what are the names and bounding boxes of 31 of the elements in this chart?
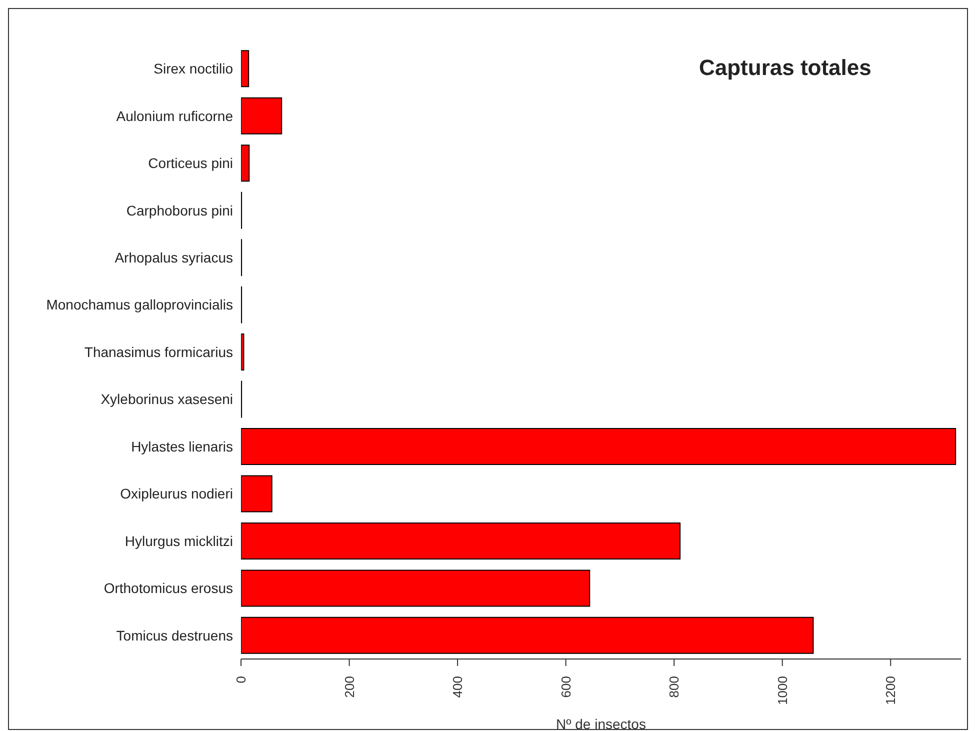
bar [241,428,956,466]
x-tick-label: 1200 [883,676,898,705]
y-tick-label: Hylurgus micklitzi [124,532,233,549]
y-tick-label: Oxipleurus nodieri [120,486,233,502]
y-tick-label: Xyleborinus xaseseni [100,391,233,408]
y-tick-label: Orthotomicus erosus [104,580,233,596]
bar [241,334,244,371]
y-tick-label: Monochamus galloprovincialis [46,296,233,313]
bar [241,97,282,134]
bar [241,475,272,512]
x-tick-label: 0 [234,676,248,684]
y-tick-label: Thanasimus formicarius [84,344,233,360]
x-tick-label: 1000 [774,676,790,705]
text: Capturas totales [699,55,872,81]
x-tick-label: 200 [342,676,357,698]
bar [241,616,814,654]
x-tick-label: 800 [666,676,682,698]
y-tick-label: Tomicus destruens [116,627,233,644]
y-tick-label: Corticeus pini [148,155,233,172]
y-tick-label: Hylastes lienaris [131,438,233,454]
y-tick-label: Aulonium ruficorne [116,108,234,124]
y-tick-label: Sirex noctilio [154,60,234,77]
y-tick-label: Arhopalus syriacus [114,250,233,266]
x-tick-label: 400 [450,676,466,698]
x-tick-label: 600 [558,676,574,698]
bar [241,570,590,607]
bar [241,50,250,88]
x-axis-title: Nº de insectos [556,716,646,731]
bar [241,522,681,560]
y-tick-label: Carphoborus pini [126,202,233,218]
bar [241,144,250,182]
